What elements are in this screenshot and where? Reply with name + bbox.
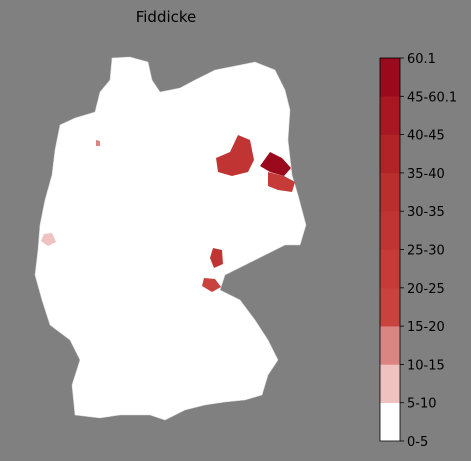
colorbar-segment	[380, 58, 400, 97]
region	[96, 140, 100, 146]
colorbar-segment	[380, 172, 400, 212]
region	[260, 152, 291, 176]
colorbar-segment	[380, 364, 400, 403]
colorbar-tick-label: 25-30	[407, 244, 445, 259]
map	[34, 56, 307, 421]
map-title: Fiddicke	[136, 8, 197, 26]
colorbar-segment	[380, 249, 400, 289]
colorbar-tick-label: 15-20	[407, 320, 445, 335]
region	[202, 278, 221, 292]
colorbar-tick-label: 35-40	[407, 167, 445, 182]
colorbar-segment	[380, 96, 400, 135]
region	[210, 248, 223, 268]
colorbar-tick-label: 30-35	[407, 205, 445, 220]
colorbar-segment	[380, 326, 400, 365]
colorbar-segment	[380, 402, 400, 442]
colorbar-segment	[380, 287, 400, 327]
region	[268, 172, 295, 192]
colorbar-tick-label: 5-10	[407, 397, 437, 412]
region	[41, 233, 56, 246]
colorbar: 0-5 5-10 10-15 15-20 20-25 25-30 30-35 35-40 40-…	[379, 52, 457, 450]
colorbar-tick-label: 40-45	[407, 129, 445, 144]
colorbar-tick-label: 0-5	[407, 435, 428, 450]
colorbar-tick-label: 20-25	[407, 282, 445, 297]
colorbar-tick-label: 45-60.1	[407, 90, 457, 105]
colorbar-segment	[380, 134, 400, 174]
colorbar-segment	[380, 211, 400, 250]
colorbar-tick-label: 60.1	[407, 52, 436, 67]
colorbar-tick-label: 10-15	[407, 358, 445, 373]
region	[216, 135, 254, 176]
